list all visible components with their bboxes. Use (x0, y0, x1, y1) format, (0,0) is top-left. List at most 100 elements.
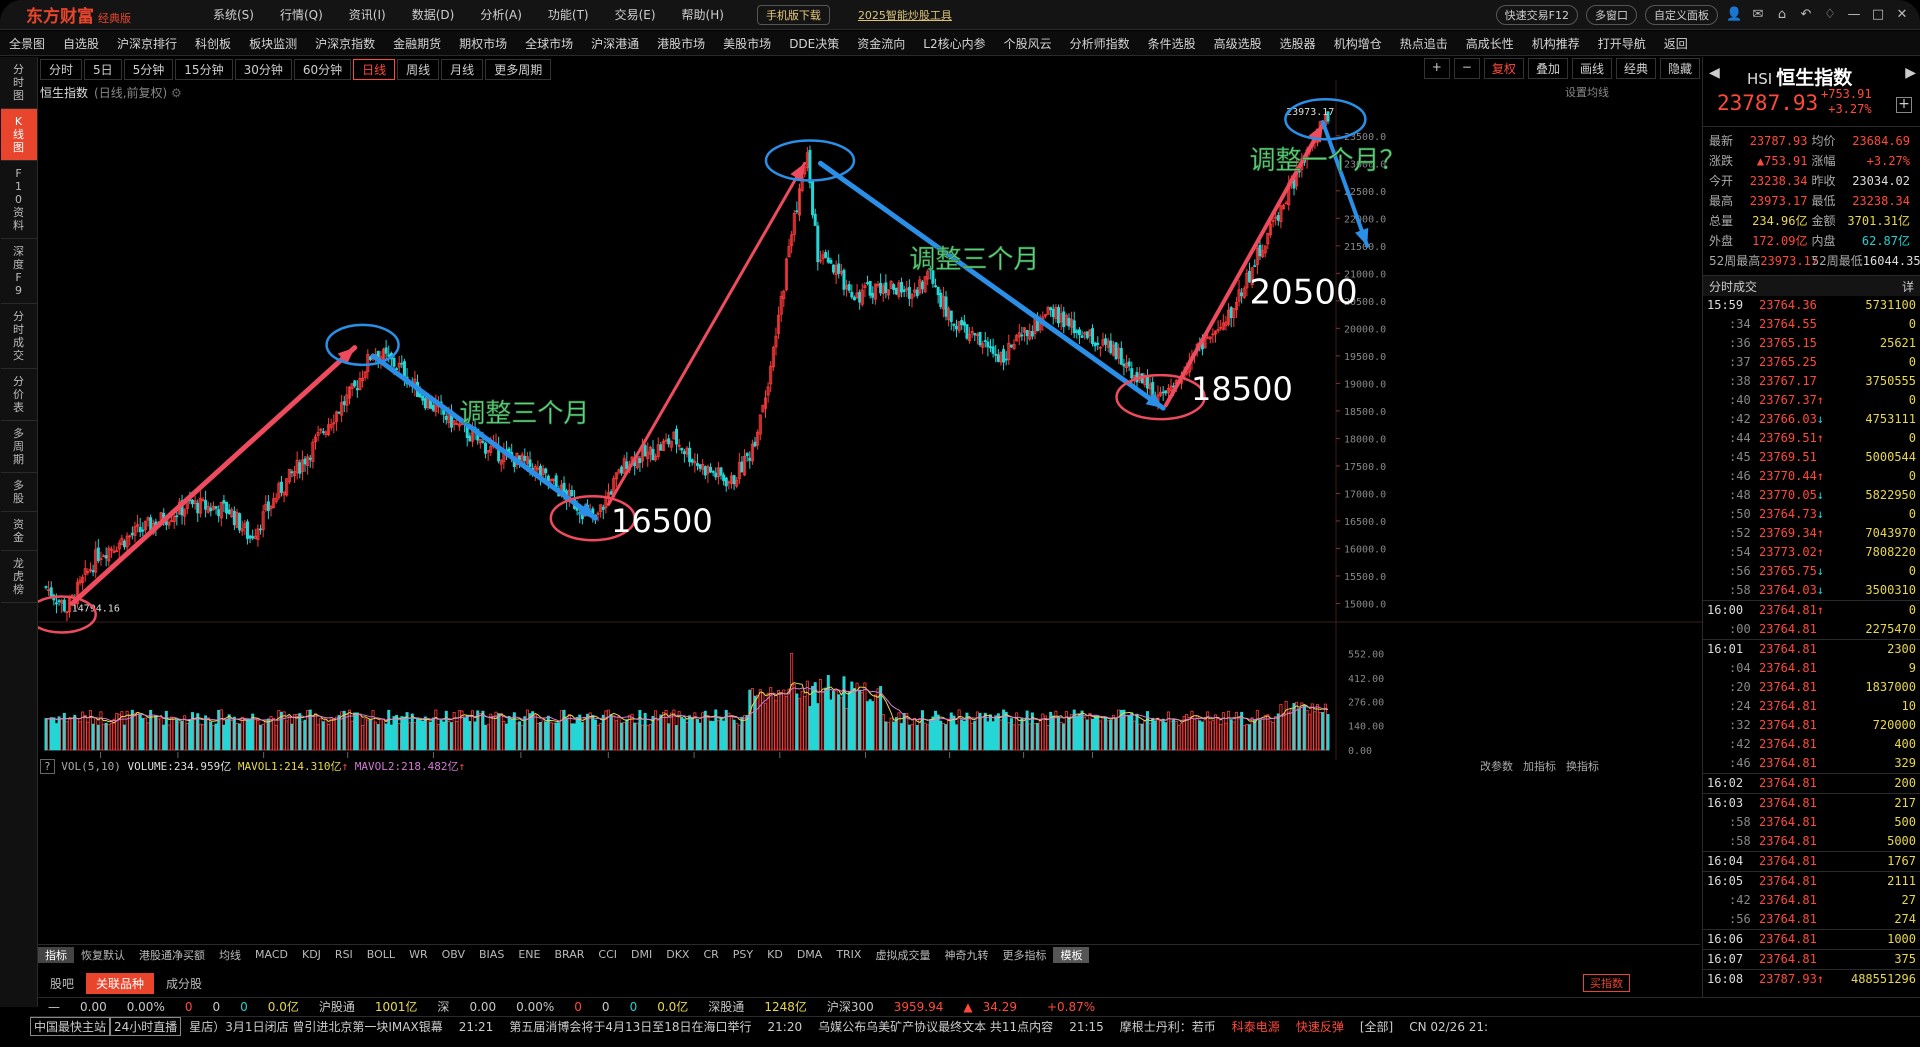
nav-item-16[interactable]: 分析师指数 (1069, 36, 1130, 51)
nav-item-5[interactable]: 沪深京指数 (315, 36, 376, 51)
indicator-tab-13[interactable]: CCI (598, 948, 617, 961)
nav-item-2[interactable]: 沪深京排行 (117, 36, 178, 51)
multi-window-button[interactable]: 多窗口 (1586, 5, 1637, 25)
sub-tab-1[interactable]: 关联品种 (86, 972, 155, 994)
indicator-tab-17[interactable]: PSY (732, 948, 754, 961)
nav-item-18[interactable]: 高级选股 (1213, 36, 1262, 51)
buy-index-button[interactable]: 买指数 (1583, 974, 1630, 992)
period-tab-9[interactable]: 更多周期 (485, 58, 552, 80)
kline-chart[interactable]: 23500.0 23000.0 22500.0 22000.0 21500.0 21000… (38, 80, 1703, 760)
news-item-6[interactable]: 乌媒公布乌美矿产协议最终文本 共11点内容 (818, 1020, 1054, 1034)
indicator-tab-0[interactable]: 指标 (38, 946, 74, 963)
menu-item-0[interactable]: 系统(S) (213, 8, 254, 22)
menu-item-3[interactable]: 数据(D) (411, 8, 455, 22)
mail-icon[interactable]: ✉ (1752, 7, 1764, 22)
menu-item-6[interactable]: 交易(E) (614, 8, 656, 22)
vol-action-1[interactable]: 加指标 (1523, 760, 1556, 773)
nav-item-22[interactable]: 高成长性 (1465, 36, 1514, 51)
news-item-9[interactable]: 科泰电源 (1231, 1020, 1280, 1034)
period-tab-0[interactable]: 分时 (40, 58, 83, 80)
left-tab-9[interactable]: 龙虎榜 (0, 551, 37, 603)
news-ticker[interactable]: 中国最快主站 24小时直播 星店）3月1日闭店 曾引进北京第一块IMAX银幕 21:2… (30, 1016, 1920, 1036)
indicator-tab-12[interactable]: BRAR (554, 948, 585, 961)
indicator-tab-3[interactable]: 均线 (219, 948, 241, 962)
indicator-tab-15[interactable]: DKX (666, 948, 690, 961)
indicator-tab-6[interactable]: RSI (334, 948, 353, 961)
indicator-tab-16[interactable]: CR (703, 948, 719, 961)
news-item-8[interactable]: 摩根士丹利：若币 (1119, 1020, 1216, 1034)
set-ma-button[interactable]: 设置均线 (1565, 86, 1609, 99)
next-arrow-icon[interactable]: ▶ (1905, 65, 1916, 81)
period-tab-1[interactable]: 5日 (84, 58, 122, 80)
menu-item-5[interactable]: 功能(T) (547, 8, 589, 22)
news-item-5[interactable]: 21:20 (767, 1019, 803, 1034)
news-item-1[interactable]: 24小时直播 (110, 1017, 182, 1036)
news-item-10[interactable]: 快速反弹 (1295, 1020, 1344, 1034)
back-icon[interactable]: ↶ (1800, 7, 1812, 22)
user-icon[interactable]: 👤 (1726, 7, 1743, 22)
nav-item-4[interactable]: 板块监测 (249, 36, 298, 51)
sub-tab-2[interactable]: 成分股 (166, 976, 203, 991)
left-tab-7[interactable]: 多股 (0, 473, 37, 512)
menu-item-1[interactable]: 行情(Q) (279, 8, 323, 22)
promo-link[interactable]: 2025智能炒股工具 (857, 8, 952, 22)
vol-action-2[interactable]: 换指标 (1566, 760, 1599, 773)
nav-item-8[interactable]: 全球市场 (525, 36, 574, 51)
close-icon[interactable]: ✕ (1896, 7, 1908, 22)
tick-list[interactable]: 15:59 23764.36 5731100:34 23764.55 0:36 23765… (1703, 296, 1920, 989)
indicator-tab-18[interactable]: KD (767, 948, 783, 961)
indicator-tab-19[interactable]: DMA (796, 948, 823, 961)
toolbar-right-2[interactable]: 画线 (1571, 58, 1612, 79)
period-tab-8[interactable]: 月线 (441, 58, 484, 80)
period-tab-6[interactable]: 日线 (353, 58, 396, 80)
left-tab-4[interactable]: 分时成交 (0, 304, 37, 369)
indicator-tab-11[interactable]: ENE (518, 948, 541, 961)
menu-item-7[interactable]: 帮助(H) (681, 8, 724, 22)
indicator-tab-21[interactable]: 虚拟成交量 (875, 948, 931, 962)
nav-item-11[interactable]: 美股市场 (723, 36, 772, 51)
news-item-11[interactable]: [全部] (1359, 1020, 1394, 1034)
nav-item-19[interactable]: 选股器 (1279, 36, 1316, 51)
zoom-in-button[interactable]: + (1423, 58, 1450, 79)
nav-item-24[interactable]: 打开导航 (1597, 36, 1646, 51)
quick-trade-button[interactable]: 快速交易F12 (1495, 5, 1578, 25)
news-item-0[interactable]: 中国最快主站 (30, 1017, 111, 1036)
news-item-4[interactable]: 第五届消博会将于4月13日至18日在海口举行 (509, 1020, 752, 1034)
indicator-tab-20[interactable]: TRIX (836, 948, 862, 961)
news-item-2[interactable]: 星店）3月1日闭店 曾引进北京第一块IMAX银幕 (189, 1020, 443, 1034)
indicator-tab-7[interactable]: BOLL (366, 948, 396, 961)
indicator-tab-4[interactable]: MACD (255, 948, 288, 961)
custom-panel-button[interactable]: 自定义面板 (1645, 5, 1718, 25)
sub-tab-0[interactable]: 股吧 (50, 976, 75, 991)
mobile-download-button[interactable]: 手机版下载 (756, 4, 830, 25)
nav-item-15[interactable]: 个股风云 (1003, 36, 1052, 51)
vol-action-0[interactable]: 改参数 (1480, 760, 1513, 773)
period-tab-5[interactable]: 60分钟 (293, 58, 352, 80)
indicator-tab-9[interactable]: OBV (441, 948, 466, 961)
left-tab-6[interactable]: 多周期 (0, 421, 37, 473)
period-tab-7[interactable]: 周线 (397, 58, 440, 80)
left-tab-0[interactable]: 分时图 (0, 57, 37, 109)
nav-item-17[interactable]: 条件选股 (1147, 36, 1196, 51)
nav-item-20[interactable]: 机构增仓 (1333, 36, 1382, 51)
left-tab-5[interactable]: 分价表 (0, 369, 37, 421)
nav-item-3[interactable]: 科创板 (195, 36, 232, 51)
news-item-7[interactable]: 21:15 (1069, 1019, 1104, 1034)
nav-item-25[interactable]: 返回 (1663, 36, 1688, 51)
minimize-icon[interactable]: — (1847, 7, 1861, 22)
period-tab-2[interactable]: 5分钟 (123, 58, 174, 80)
indicator-tab-5[interactable]: KDJ (301, 948, 321, 961)
indicator-tab-23[interactable]: 更多指标 (1002, 948, 1047, 962)
indicator-tab-1[interactable]: 恢复默认 (81, 948, 125, 962)
indicator-tab-14[interactable]: DMI (631, 948, 653, 961)
nav-item-14[interactable]: L2核心内参 (923, 36, 986, 51)
add-watchlist-button[interactable]: + (1896, 97, 1912, 113)
period-tab-3[interactable]: 15分钟 (175, 58, 233, 80)
indicator-tab-10[interactable]: BIAS (479, 948, 505, 961)
maximize-icon[interactable]: □ (1871, 7, 1885, 22)
menu-item-4[interactable]: 分析(A) (480, 8, 522, 22)
nav-item-13[interactable]: 资金流向 (857, 36, 906, 51)
